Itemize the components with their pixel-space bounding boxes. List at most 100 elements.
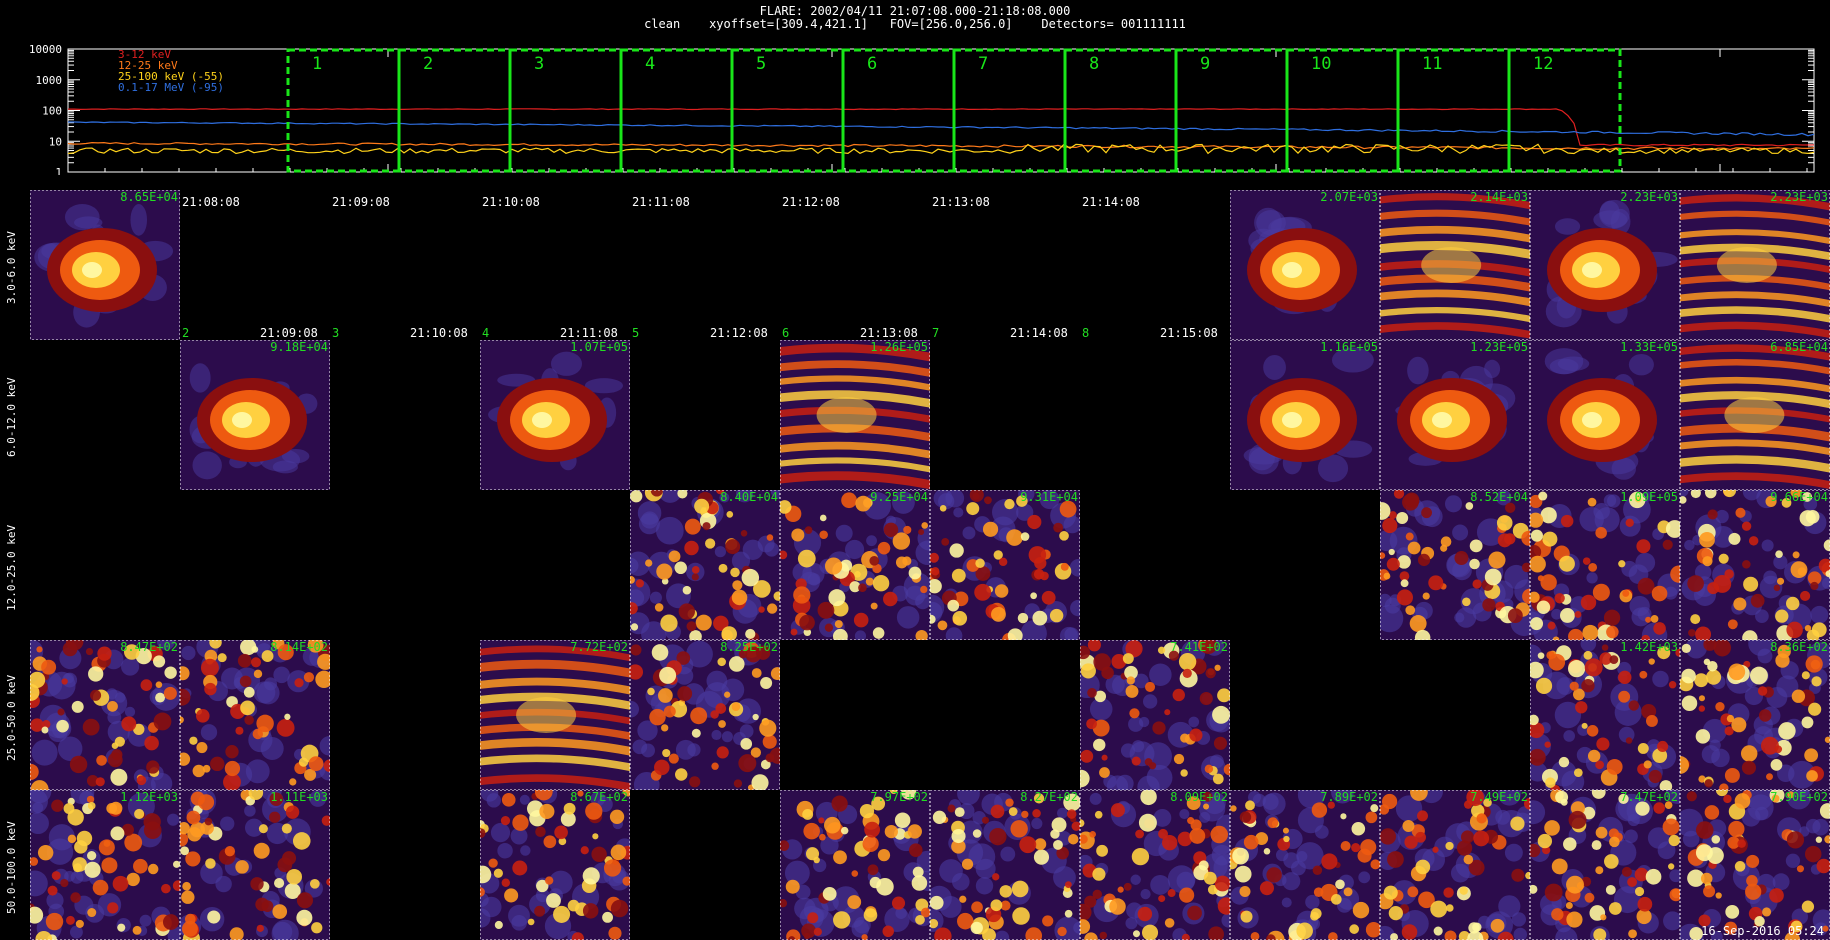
- spectral-image-tile[interactable]: 1.11E+03: [180, 790, 330, 940]
- interval-box-number: 7: [978, 54, 988, 74]
- interval-box-number: 2: [423, 54, 433, 74]
- spectral-image-tile[interactable]: 2.14E+03: [1380, 190, 1530, 340]
- spectral-image-tile[interactable]: 7.72E+02: [480, 640, 630, 790]
- interval-end-time: 21:09:08: [260, 326, 318, 340]
- spectral-image-tile[interactable]: 6.85E+04: [1680, 340, 1830, 490]
- image-max-value: 8.67E+02: [570, 790, 628, 804]
- y-tick-label: 1: [55, 166, 62, 175]
- interval-start-time: 21:12:08: [782, 195, 840, 209]
- plot-subtitle: clean xyoffset=[309.4,421.1] FOV=[256.0,…: [644, 17, 1186, 31]
- image-max-value: 1.26E+05: [870, 340, 928, 354]
- spectral-image-tile[interactable]: 7.89E+02: [1230, 790, 1380, 940]
- interval-box-number: 12: [1533, 54, 1553, 74]
- image-max-value: 8.40E+04: [720, 490, 778, 504]
- interval-box-number: 9: [1200, 54, 1210, 74]
- image-max-value: 1.09E+05: [1620, 490, 1678, 504]
- image-max-value: 1.12E+03: [120, 790, 178, 804]
- interval-box: [1063, 48, 1178, 173]
- image-max-value: 2.23E+03: [1770, 190, 1828, 204]
- image-max-value: 1.11E+03: [270, 790, 328, 804]
- spectral-image-tile[interactable]: 8.25E+02: [630, 640, 780, 790]
- timestamp: 16-Sep-2016 05:24: [1701, 924, 1824, 938]
- spectral-image-tile[interactable]: 9.31E+04: [930, 490, 1080, 640]
- interval-start-time: 21:14:08: [1082, 195, 1140, 209]
- interval-box: [1396, 48, 1511, 173]
- spectral-image-tile[interactable]: 8.52E+04: [1380, 490, 1530, 640]
- energy-band-label: 50.0-100.0 keV: [5, 821, 18, 914]
- energy-band-label: 25.0-50.0 keV: [5, 674, 18, 761]
- spectral-image-tile[interactable]: 7.47E+02: [1530, 790, 1680, 940]
- image-max-value: 8.09E+02: [1170, 790, 1228, 804]
- spectral-image-tile[interactable]: 1.12E+03: [30, 790, 180, 940]
- spectral-image-tile[interactable]: 1.07E+05: [480, 340, 630, 490]
- plot-title: FLARE: 2002/04/11 21:07:08.000-21:18:08.…: [759, 4, 1071, 18]
- lightcurve-plot: 10000100010010121:0821:1221:1621:203-12 …: [29, 43, 1815, 175]
- image-max-value: 2.14E+03: [1470, 190, 1528, 204]
- interval-index: 7: [932, 326, 940, 340]
- spectral-image-tile[interactable]: 8.36E+02: [1680, 640, 1830, 790]
- image-max-value: 8.27E+02: [1020, 790, 1078, 804]
- interval-box: [286, 48, 401, 173]
- energy-band-label: 12.0-25.0 keV: [5, 524, 18, 611]
- spectral-image-tile[interactable]: 7.41E+02: [1080, 640, 1230, 790]
- interval-box-number: 8: [1089, 54, 1099, 74]
- spectral-image-tile[interactable]: 1.33E+05: [1530, 340, 1680, 490]
- spectral-image-tile[interactable]: 8.09E+02: [1080, 790, 1230, 940]
- interval-box-number: 10: [1311, 54, 1331, 74]
- interval-box-number: 3: [534, 54, 544, 74]
- interval-box: [952, 48, 1067, 173]
- spectral-image-tile[interactable]: 1.26E+05: [780, 340, 930, 490]
- spectral-image-tile[interactable]: 7.90E+02: [1680, 790, 1830, 940]
- image-max-value: 1.16E+05: [1320, 340, 1378, 354]
- spectral-image-tile[interactable]: 8.40E+04: [630, 490, 780, 640]
- energy-band-label: 3.0-6.0 keV: [5, 230, 18, 304]
- image-max-value: 7.97E+02: [870, 790, 928, 804]
- legend-entry: 0.1-17 MeV (-95): [118, 81, 224, 94]
- image-max-value: 6.85E+04: [1770, 340, 1828, 354]
- spectral-image-tile[interactable]: 2.23E+03: [1680, 190, 1830, 340]
- image-max-value: 8.47E+02: [120, 640, 178, 654]
- interval-box-number: 5: [756, 54, 766, 74]
- spectral-image-tile[interactable]: 8.27E+02: [930, 790, 1080, 940]
- spectral-image-tile[interactable]: 2.23E+03: [1530, 190, 1680, 340]
- interval-index: 5: [632, 326, 640, 340]
- image-max-value: 7.90E+02: [1770, 790, 1828, 804]
- interval-box: [619, 48, 734, 173]
- interval-end-time: 21:14:08: [1010, 326, 1068, 340]
- spectral-image-tile[interactable]: 9.18E+04: [180, 340, 330, 490]
- interval-end-time: 21:15:08: [1160, 326, 1218, 340]
- spectral-image-tile[interactable]: 7.97E+02: [780, 790, 930, 940]
- interval-box: [1285, 48, 1400, 173]
- image-max-value: 7.47E+02: [1620, 790, 1678, 804]
- image-max-value: 2.07E+03: [1320, 190, 1378, 204]
- spectral-image-tile[interactable]: 1.09E+05: [1530, 490, 1680, 640]
- legend-entry: 3-12 keV: [118, 48, 171, 61]
- image-max-value: 7.49E+02: [1470, 790, 1528, 804]
- spectral-image-tile[interactable]: 9.25E+04: [780, 490, 930, 640]
- spectral-image-tile[interactable]: 1.42E+03: [1530, 640, 1680, 790]
- image-max-value: 2.23E+03: [1620, 190, 1678, 204]
- spectral-image-tile[interactable]: 1.16E+05: [1230, 340, 1380, 490]
- image-max-value: 7.41E+02: [1170, 640, 1228, 654]
- interval-end-time: 21:11:08: [560, 326, 618, 340]
- interval-box: [841, 48, 956, 173]
- image-max-value: 1.42E+03: [1620, 640, 1678, 654]
- spectral-image-tile[interactable]: 8.14E+02: [180, 640, 330, 790]
- spectral-image-tile[interactable]: 1.23E+05: [1380, 340, 1530, 490]
- interval-index: 3: [332, 326, 340, 340]
- interval-index: 4: [482, 326, 490, 340]
- spectral-image-tile[interactable]: 8.65E+04: [30, 190, 180, 340]
- spectral-image-tile[interactable]: 8.67E+02: [480, 790, 630, 940]
- interval-index: 2: [182, 326, 190, 340]
- series-3-12-kev: [68, 108, 1815, 147]
- spectral-image-tile[interactable]: 8.47E+02: [30, 640, 180, 790]
- image-max-value: 8.52E+04: [1470, 490, 1528, 504]
- y-tick-label: 10000: [29, 43, 62, 56]
- interval-box: [1507, 48, 1622, 173]
- y-tick-label: 1000: [36, 74, 63, 87]
- spectral-image-tile[interactable]: 2.07E+03: [1230, 190, 1380, 340]
- interval-box: [508, 48, 623, 173]
- interval-end-time: 21:13:08: [860, 326, 918, 340]
- spectral-image-tile[interactable]: 7.49E+02: [1380, 790, 1530, 940]
- spectral-image-tile[interactable]: 9.66E+04: [1680, 490, 1830, 640]
